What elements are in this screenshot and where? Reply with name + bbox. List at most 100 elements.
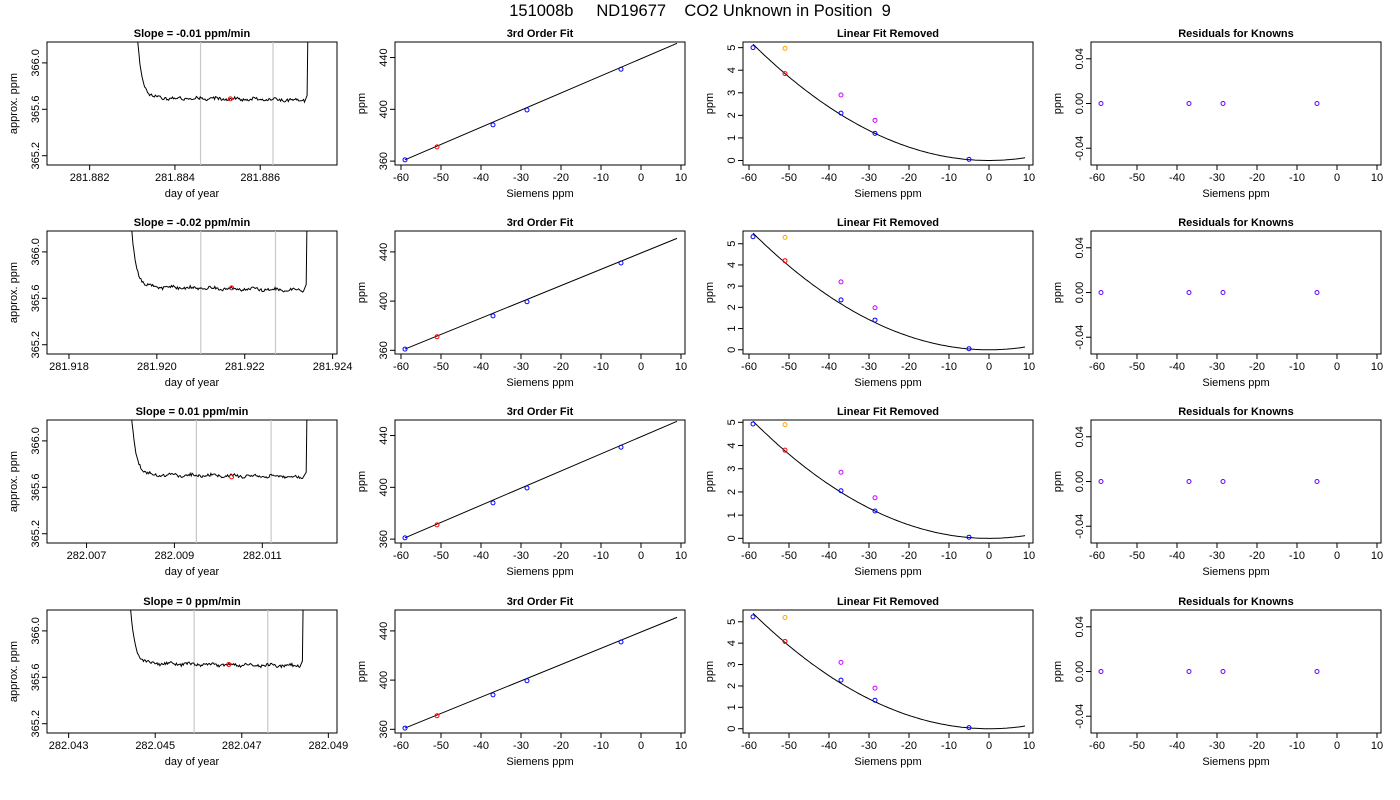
x-tick-label: 10: [675, 550, 687, 562]
plot-frame: [742, 609, 1034, 734]
y-axis-label: approx. ppm: [8, 262, 20, 323]
x-tick-label: -60: [393, 361, 409, 373]
data-point: [782, 234, 788, 240]
y-tick-label: 4: [726, 67, 738, 73]
plot-frame: [46, 230, 338, 355]
y-tick-label: 3: [726, 661, 738, 667]
x-tick-label: 10: [1023, 550, 1035, 562]
panel-title: Linear Fit Removed: [837, 406, 939, 418]
trace-line: [130, 610, 304, 669]
x-tick-label: -30: [861, 361, 877, 373]
panel-title: Linear Fit Removed: [837, 596, 939, 608]
data-point: [490, 500, 496, 506]
data-point: [872, 130, 878, 136]
x-tick-label: 10: [1023, 740, 1035, 752]
data-point: [782, 258, 788, 264]
y-tick-label: 3: [726, 90, 738, 96]
fit-line: [404, 616, 678, 729]
y-tick-label: 440: [378, 426, 390, 444]
x-tick-label: -10: [593, 361, 609, 373]
x-tick-label: 0: [638, 361, 644, 373]
data-point: [966, 346, 972, 352]
y-axis-label: ppm: [704, 282, 716, 303]
panel-title: 3rd Order Fit: [507, 596, 574, 608]
plot-data: [1098, 101, 1320, 106]
x-axis-label: day of year: [165, 377, 220, 389]
x-tick-label: -20: [901, 550, 917, 562]
data-point: [402, 346, 408, 352]
x-tick-label: 0: [1334, 740, 1340, 752]
data-point: [782, 422, 788, 428]
plot-data: [130, 610, 304, 733]
x-tick-label: -40: [473, 740, 489, 752]
x-tick-label: -60: [741, 740, 757, 752]
panel-r4-trace: Slope = 0 ppm/min 282.043 282.045 282.047 28…: [8, 596, 348, 768]
x-tick-label: -50: [433, 172, 449, 184]
x-tick-label: 281.924: [313, 361, 353, 373]
x-axis-label: day of year: [165, 756, 220, 768]
y-tick-label: 0.04: [1074, 426, 1086, 447]
plot-frame: [742, 41, 1034, 166]
fit-curve: [752, 43, 1026, 161]
x-tick-label: 281.922: [225, 361, 265, 373]
trace-line: [131, 420, 308, 480]
data-point: [1314, 101, 1320, 106]
plot-data: [402, 420, 678, 541]
x-tick-label: -20: [1249, 361, 1265, 373]
x-tick-label: -20: [901, 172, 917, 184]
x-tick-label: -10: [1289, 172, 1305, 184]
x-axis-label: Siemens ppm: [854, 566, 921, 578]
data-point: [750, 234, 756, 240]
data-point: [966, 534, 972, 540]
y-tick-label: 1: [726, 325, 738, 331]
panel-r1-res: Residuals for Knowns -60 -50 -40 -30 -20 -10 0 1…: [1052, 28, 1383, 200]
x-tick-label: 282.007: [67, 550, 107, 562]
x-tick-label: -50: [1129, 550, 1145, 562]
y-tick-label: 360: [378, 720, 390, 738]
data-point: [1098, 669, 1104, 674]
x-tick-label: -30: [861, 172, 877, 184]
x-tick-label: -60: [1089, 172, 1105, 184]
x-tick-label: -50: [1129, 361, 1145, 373]
plot-data: [131, 420, 308, 543]
x-tick-label: -60: [741, 361, 757, 373]
panel-title: 3rd Order Fit: [507, 28, 574, 40]
x-tick-label: -20: [901, 740, 917, 752]
y-axis-label: ppm: [1052, 471, 1064, 492]
x-tick-label: -30: [513, 740, 529, 752]
data-point: [490, 122, 496, 128]
y-tick-label: 365.2: [30, 142, 42, 170]
x-tick-label: -40: [821, 550, 837, 562]
x-tick-label: -40: [821, 361, 837, 373]
data-point: [1220, 101, 1226, 106]
y-tick-label: -0.04: [1074, 704, 1086, 729]
panel-title: Slope = 0.01 ppm/min: [136, 406, 249, 418]
x-tick-label: -20: [553, 361, 569, 373]
plot-data: [1098, 290, 1320, 295]
x-tick-label: -10: [941, 550, 957, 562]
y-tick-label: 4: [726, 262, 738, 268]
panel-r4-fit: 3rd Order Fit -60 -50 -40 -30 -20 -10 0 10 Siemen…: [356, 596, 687, 768]
y-axis-label: approx. ppm: [8, 73, 20, 134]
data-point: [838, 469, 844, 475]
x-tick-label: -40: [1169, 550, 1185, 562]
panel-title: Slope = -0.01 ppm/min: [134, 28, 251, 40]
y-tick-label: -0.04: [1074, 325, 1086, 350]
x-tick-label: -50: [1129, 740, 1145, 752]
x-tick-label: 10: [1371, 740, 1383, 752]
data-point: [524, 485, 530, 491]
panel-r4-res: Residuals for Knowns -60 -50 -40 -30 -20 -10 0 1…: [1052, 596, 1383, 768]
plot-frame: [742, 230, 1034, 355]
x-tick-label: -50: [781, 172, 797, 184]
y-tick-label: 440: [378, 48, 390, 66]
x-tick-label: -10: [593, 550, 609, 562]
y-tick-label: 1: [726, 135, 738, 141]
data-point: [434, 144, 440, 150]
data-point: [872, 697, 878, 703]
y-tick-label: 400: [378, 671, 390, 689]
fit-curve: [752, 232, 1026, 351]
y-tick-label: 0.04: [1074, 616, 1086, 637]
x-tick-label: -60: [1089, 740, 1105, 752]
y-axis-label: approx. ppm: [8, 641, 20, 702]
